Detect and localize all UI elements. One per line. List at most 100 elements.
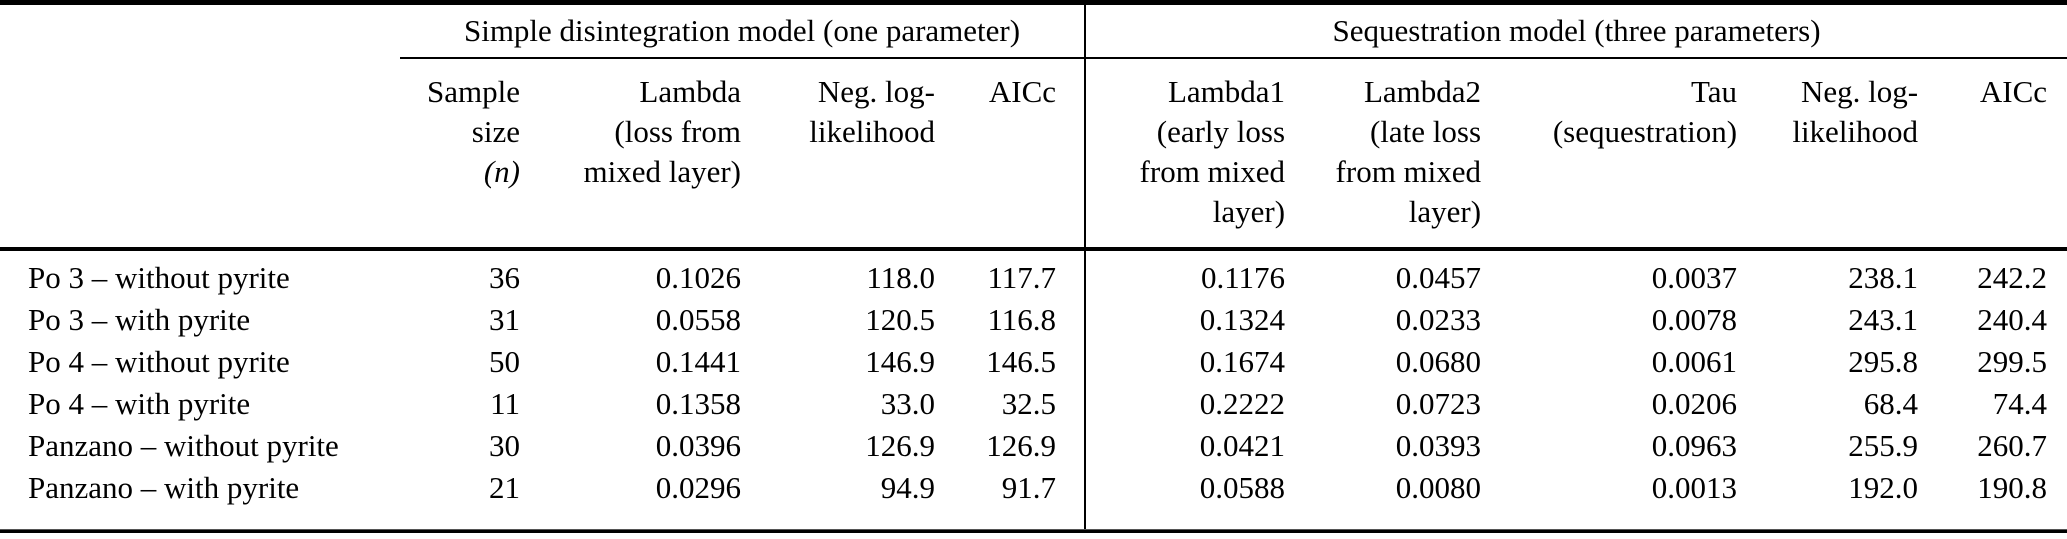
cell-lambda2: 0.0233 [1395, 301, 1482, 337]
col-header-line: Tau [1691, 73, 1738, 109]
cell-aicc-2: 240.4 [1977, 301, 2048, 337]
group-header-sequestration-model: Sequestration model (three parameters) [1084, 2, 2067, 59]
cell-lambda1: 0.2222 [1084, 382, 1291, 425]
row-label: Po 3 – with pyrite [28, 301, 251, 337]
cell-lambda1: 0.0421 [1084, 424, 1291, 467]
col-header-lambda1: Lambda1 (early loss from mixed layer) [1084, 57, 1291, 251]
table-row: Po 3 – with pyrite 31 0.0558 120.5 116.8… [0, 298, 2067, 341]
cell-neg-log-likelihood: 33.0 [880, 385, 935, 421]
table-row: Po 4 – with pyrite 11 0.1358 33.0 32.5 0… [0, 382, 2067, 425]
cell-aicc: 146.5 [986, 343, 1057, 379]
cell-tau: 0.0061 [1651, 343, 1738, 379]
cell-lambda: 0.1441 [655, 343, 741, 379]
cell-neg-log-likelihood-2: 238.1 [1848, 259, 1919, 295]
col-header-line: (loss from [614, 113, 741, 149]
col-header-lambda2: Lambda2 (late loss from mixed layer) [1290, 57, 1486, 251]
cell-neg-log-likelihood: 94.9 [880, 469, 935, 505]
col-header-line: from mixed [1139, 153, 1286, 189]
cell-lambda1: 0.0588 [1084, 466, 1291, 529]
group-header-row: Simple disintegration model (one paramet… [0, 2, 2067, 59]
cell-neg-log-likelihood-2: 192.0 [1848, 469, 1919, 505]
cell-lambda2: 0.0723 [1395, 385, 1482, 421]
col-header-line: Neg. log- [1800, 73, 1919, 109]
row-label: Panzano – with pyrite [28, 469, 300, 505]
cell-sample-size: 21 [489, 469, 520, 505]
cell-aicc-2: 190.8 [1977, 469, 2048, 505]
cell-lambda: 0.0558 [655, 301, 741, 337]
col-header-row-label [0, 57, 400, 251]
col-header-line: likelihood [1792, 113, 1919, 149]
cell-neg-log-likelihood: 118.0 [866, 259, 935, 295]
col-header-line: from mixed [1335, 153, 1482, 189]
col-header-tau: Tau (sequestration) [1485, 57, 1741, 251]
col-header-line: AICc [988, 73, 1057, 109]
cell-neg-log-likelihood: 146.9 [865, 343, 935, 379]
row-label: Po 4 – with pyrite [28, 385, 251, 421]
cell-lambda1: 0.1674 [1084, 340, 1291, 383]
cell-tau: 0.0037 [1651, 259, 1738, 295]
cell-aicc-2: 74.4 [1992, 385, 2048, 421]
cell-lambda: 0.1026 [655, 259, 741, 295]
cell-tau: 0.0078 [1651, 301, 1738, 337]
cell-aicc-2: 260.7 [1977, 427, 2048, 463]
cell-neg-log-likelihood: 126.9 [865, 427, 935, 463]
cell-lambda2: 0.0080 [1395, 469, 1482, 505]
cell-neg-log-likelihood-2: 243.1 [1848, 301, 1919, 337]
cell-aicc: 116.8 [987, 301, 1057, 337]
cell-sample-size: 31 [489, 301, 520, 337]
cell-tau: 0.0206 [1651, 385, 1738, 421]
col-header-lambda: Lambda (loss from mixed layer) [525, 57, 745, 251]
col-header-line: (sequestration) [1552, 113, 1738, 149]
col-header-line: Sample [427, 73, 520, 109]
row-label: Po 4 – without pyrite [28, 343, 290, 379]
cell-sample-size: 30 [489, 427, 520, 463]
col-header-sample-size: Sample size (n) [400, 57, 525, 251]
col-header-aicc-2: AICc [1922, 57, 2067, 251]
cell-neg-log-likelihood-2: 255.9 [1848, 427, 1919, 463]
group-header-spacer [0, 3, 400, 58]
cell-aicc-2: 242.2 [1977, 259, 2048, 295]
table-row: Po 3 – without pyrite 36 0.1026 118.0 11… [0, 248, 2067, 299]
col-header-aicc: AICc [940, 57, 1086, 251]
cell-aicc: 117.7 [987, 259, 1057, 295]
col-header-line: (early loss [1156, 113, 1286, 149]
table-row: Po 4 – without pyrite 50 0.1441 146.9 14… [0, 340, 2067, 383]
cell-lambda2: 0.0680 [1395, 343, 1482, 379]
cell-sample-size: 11 [490, 385, 520, 421]
cell-aicc: 91.7 [1001, 469, 1057, 505]
col-header-neg-log-likelihood: Neg. log- likelihood [745, 57, 940, 251]
cell-lambda2: 0.0457 [1395, 259, 1482, 295]
cell-sample-size: 50 [489, 343, 520, 379]
cell-lambda1: 0.1324 [1084, 298, 1291, 341]
cell-lambda1: 0.1176 [1084, 248, 1291, 299]
cell-tau: 0.0013 [1651, 469, 1738, 505]
group-header-simple-model: Simple disintegration model (one paramet… [400, 2, 1086, 59]
col-header-line: Lambda1 [1167, 73, 1286, 109]
col-header-line: mixed layer) [583, 153, 741, 189]
col-header-line: size [471, 113, 520, 149]
row-label: Po 3 – without pyrite [28, 259, 290, 295]
row-label: Panzano – without pyrite [28, 427, 339, 463]
table-bottom-rule [0, 528, 2067, 533]
cell-neg-log-likelihood-2: 295.8 [1848, 343, 1919, 379]
col-header-line: likelihood [809, 113, 935, 149]
table-row: Panzano – with pyrite 21 0.0296 94.9 91.… [0, 466, 2067, 529]
cell-lambda: 0.0396 [655, 427, 741, 463]
cell-aicc: 126.9 [986, 427, 1057, 463]
col-header-line: layer) [1212, 193, 1286, 229]
cell-tau: 0.0963 [1651, 427, 1738, 463]
col-header-line: Lambda [639, 73, 741, 109]
table-row: Panzano – without pyrite 30 0.0396 126.9… [0, 424, 2067, 467]
cell-neg-log-likelihood-2: 68.4 [1863, 385, 1919, 421]
cell-lambda: 0.1358 [655, 385, 741, 421]
col-header-line: (late loss [1369, 113, 1482, 149]
col-header-line: Neg. log- [817, 73, 935, 109]
col-header-line: (n) [483, 153, 520, 189]
col-header-line: AICc [1979, 73, 2048, 109]
cell-aicc-2: 299.5 [1977, 343, 2048, 379]
cell-sample-size: 36 [489, 259, 520, 295]
cell-lambda: 0.0296 [655, 469, 741, 505]
col-header-neg-log-likelihood-2: Neg. log- likelihood [1740, 57, 1923, 251]
col-header-line: layer) [1408, 193, 1482, 229]
